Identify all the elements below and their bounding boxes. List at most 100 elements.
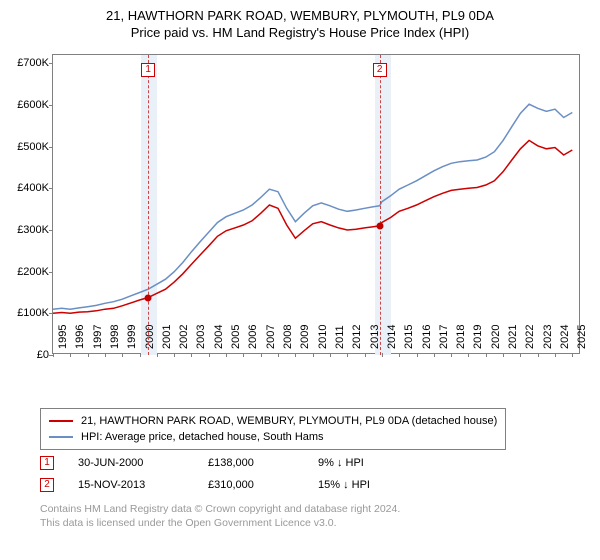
legend: 21, HAWTHORN PARK ROAD, WEMBURY, PLYMOUT… (40, 408, 506, 450)
x-axis-label: 2003 (195, 325, 207, 349)
chart-title: 21, HAWTHORN PARK ROAD, WEMBURY, PLYMOUT… (0, 0, 600, 23)
y-axis-label: £600K (5, 99, 49, 111)
x-axis-label: 2022 (524, 325, 536, 349)
x-tick (191, 353, 192, 357)
sale-marker-box: 2 (373, 63, 387, 77)
sale-price: £138,000 (208, 457, 318, 469)
x-tick (434, 353, 435, 357)
sale-vline (380, 55, 381, 355)
sale-marker-box: 1 (141, 63, 155, 77)
x-tick (70, 353, 71, 357)
x-tick (572, 353, 573, 357)
x-tick (555, 353, 556, 357)
x-axis-label: 2023 (542, 325, 554, 349)
x-tick (105, 353, 106, 357)
x-axis-label: 1997 (92, 325, 104, 349)
x-axis-label: 2012 (351, 325, 363, 349)
y-axis-label: £700K (5, 57, 49, 69)
chart-subtitle: Price paid vs. HM Land Registry's House … (0, 23, 600, 40)
x-tick (226, 353, 227, 357)
sale-number-box: 1 (40, 456, 54, 470)
sale-vline (148, 55, 149, 355)
y-axis-label: £300K (5, 224, 49, 236)
x-axis-label: 2024 (559, 325, 571, 349)
y-axis-label: £400K (5, 182, 49, 194)
x-axis-label: 2014 (386, 325, 398, 349)
x-tick (122, 353, 123, 357)
y-tick (49, 272, 53, 273)
x-axis-label: 2019 (472, 325, 484, 349)
x-axis-label: 2008 (282, 325, 294, 349)
sale-number-box: 2 (40, 478, 54, 492)
y-tick (49, 63, 53, 64)
x-tick (330, 353, 331, 357)
x-axis-label: 2005 (230, 325, 242, 349)
x-axis-label: 2007 (265, 325, 277, 349)
line-series-svg (53, 55, 581, 355)
sale-date: 30-JUN-2000 (78, 457, 208, 469)
x-tick (313, 353, 314, 357)
x-tick (451, 353, 452, 357)
x-tick (53, 353, 54, 357)
y-axis-label: £100K (5, 307, 49, 319)
x-axis-label: 2025 (576, 325, 588, 349)
y-tick (49, 230, 53, 231)
sale-marker-dot (145, 294, 152, 301)
x-tick (347, 353, 348, 357)
x-axis-label: 1999 (126, 325, 138, 349)
x-axis-label: 2000 (144, 325, 156, 349)
x-axis-label: 2006 (247, 325, 259, 349)
sale-delta: 9% ↓ HPI (318, 457, 428, 469)
series-property (53, 140, 572, 313)
footer-attribution: Contains HM Land Registry data © Crown c… (40, 502, 400, 530)
legend-item: HPI: Average price, detached house, Sout… (49, 429, 497, 445)
x-tick (278, 353, 279, 357)
x-tick (295, 353, 296, 357)
sale-delta: 15% ↓ HPI (318, 479, 428, 491)
sale-price: £310,000 (208, 479, 318, 491)
series-hpi (53, 104, 572, 309)
y-axis-label: £200K (5, 266, 49, 278)
x-axis-label: 2016 (421, 325, 433, 349)
x-axis-label: 2015 (403, 325, 415, 349)
sale-row: 2 15-NOV-2013£310,00015% ↓ HPI (40, 474, 428, 496)
legend-label: 21, HAWTHORN PARK ROAD, WEMBURY, PLYMOUT… (81, 415, 497, 427)
x-tick (174, 353, 175, 357)
x-tick (382, 353, 383, 357)
x-axis-label: 2001 (161, 325, 173, 349)
x-axis-label: 2020 (490, 325, 502, 349)
x-tick (503, 353, 504, 357)
y-axis-label: £500K (5, 141, 49, 153)
sale-date: 15-NOV-2013 (78, 479, 208, 491)
chart-area: £0£100K£200K£300K£400K£500K£600K£700K199… (52, 54, 580, 376)
x-axis-label: 2017 (438, 325, 450, 349)
footer-line-1: Contains HM Land Registry data © Crown c… (40, 502, 400, 516)
x-axis-label: 2004 (213, 325, 225, 349)
x-tick (468, 353, 469, 357)
x-axis-label: 1995 (57, 325, 69, 349)
y-tick (49, 313, 53, 314)
x-axis-label: 2021 (507, 325, 519, 349)
x-tick (538, 353, 539, 357)
x-tick (399, 353, 400, 357)
legend-item: 21, HAWTHORN PARK ROAD, WEMBURY, PLYMOUT… (49, 413, 497, 429)
y-axis-label: £0 (5, 349, 49, 361)
sale-marker-dot (376, 222, 383, 229)
x-axis-label: 2002 (178, 325, 190, 349)
sale-row: 1 30-JUN-2000£138,0009% ↓ HPI (40, 452, 428, 474)
x-axis-label: 2011 (334, 325, 346, 349)
x-tick (157, 353, 158, 357)
x-tick (140, 353, 141, 357)
footer-line-2: This data is licensed under the Open Gov… (40, 516, 400, 530)
x-tick (243, 353, 244, 357)
y-tick (49, 147, 53, 148)
x-axis-label: 2009 (299, 325, 311, 349)
x-axis-label: 1998 (109, 325, 121, 349)
x-axis-label: 2010 (317, 325, 329, 349)
y-tick (49, 105, 53, 106)
x-tick (520, 353, 521, 357)
legend-label: HPI: Average price, detached house, Sout… (81, 431, 324, 443)
x-axis-label: 2018 (455, 325, 467, 349)
x-tick (88, 353, 89, 357)
x-tick (417, 353, 418, 357)
